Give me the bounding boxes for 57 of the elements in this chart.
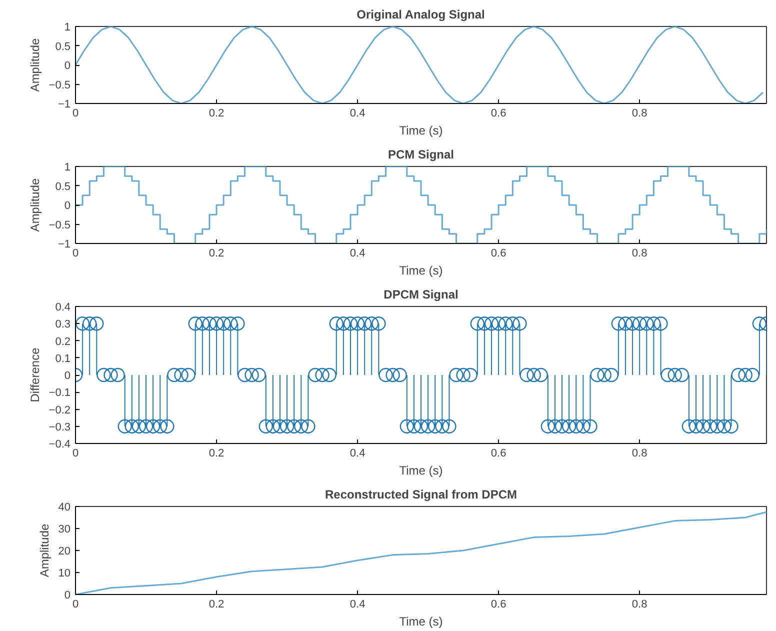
- x-axis-title: Time (s): [399, 264, 443, 278]
- y-tick-label: 0.4: [55, 302, 71, 314]
- chart-title: Reconstructed Signal from DPCM: [324, 488, 518, 502]
- y-tick-label: −0.1: [48, 387, 71, 400]
- y-tick-label: −0.2: [48, 404, 71, 416]
- y-tick-label: 40: [58, 502, 71, 514]
- y-axis-title: Amplitude: [37, 523, 52, 578]
- x-tick-label: 0.4: [350, 598, 366, 610]
- x-tick-label: 0.4: [350, 248, 366, 260]
- y-tick-label: 10: [58, 568, 71, 580]
- chart-title: DPCM Signal: [384, 288, 458, 302]
- x-tick-label: 0.8: [632, 598, 648, 610]
- x-tick-label: 0.6: [490, 108, 506, 120]
- x-axis-title: Time (s): [399, 614, 443, 628]
- x-tick-label: 0.4: [350, 108, 366, 120]
- line-series: [76, 26, 764, 104]
- y-tick-label: −0.4: [48, 438, 71, 450]
- y-tick-label: −1: [58, 238, 71, 250]
- x-tick-label: 0: [72, 248, 79, 260]
- y-axis-title: Difference: [28, 347, 42, 402]
- chart-title: Original Analog Signal: [356, 8, 485, 22]
- y-tick-label: 0.1: [55, 352, 71, 365]
- y-tick-label: 0.5: [55, 40, 71, 53]
- x-axis-title: Time (s): [399, 464, 443, 478]
- chart-title: PCM Signal: [388, 148, 454, 162]
- x-tick-label: 0.6: [490, 598, 506, 610]
- y-tick-label: 30: [58, 524, 71, 536]
- x-tick-label: 0.8: [632, 108, 648, 120]
- x-tick-label: 0: [72, 598, 79, 610]
- y-axis-title: Amplitude: [28, 38, 42, 92]
- x-tick-label: 0.2: [208, 248, 224, 260]
- y-tick-label: 0.3: [55, 318, 71, 331]
- x-tick-label: 0.2: [208, 108, 224, 120]
- x-tick-label: 0: [72, 108, 79, 120]
- y-tick-label: −1: [58, 98, 71, 110]
- x-tick-label: 0.4: [350, 448, 366, 460]
- x-axis-title: Time (s): [399, 124, 443, 138]
- x-tick-label: 0.6: [490, 248, 506, 260]
- y-tick-label: 0: [64, 370, 71, 382]
- x-tick-label: 0.8: [632, 248, 648, 260]
- y-tick-label: −0.5: [48, 79, 71, 92]
- y-tick-label: 0.5: [55, 180, 71, 193]
- x-tick-label: 0.2: [208, 448, 224, 460]
- y-tick-label: −0.3: [48, 421, 71, 434]
- x-tick-label: 0.2: [208, 598, 224, 610]
- y-axis-title: Amplitude: [28, 178, 42, 232]
- y-tick-label: 20: [58, 546, 71, 558]
- y-tick-label: 1: [64, 22, 71, 34]
- y-tick-label: 0: [64, 60, 71, 72]
- x-tick-label: 0.8: [632, 448, 648, 460]
- x-tick-label: 0: [72, 448, 79, 460]
- y-tick-label: 1: [64, 162, 71, 174]
- y-tick-label: 0: [64, 200, 71, 212]
- y-tick-label: 0.2: [55, 336, 71, 348]
- y-tick-label: −0.5: [48, 219, 71, 232]
- y-tick-label: 0: [64, 590, 71, 602]
- x-tick-label: 0.6: [490, 448, 506, 460]
